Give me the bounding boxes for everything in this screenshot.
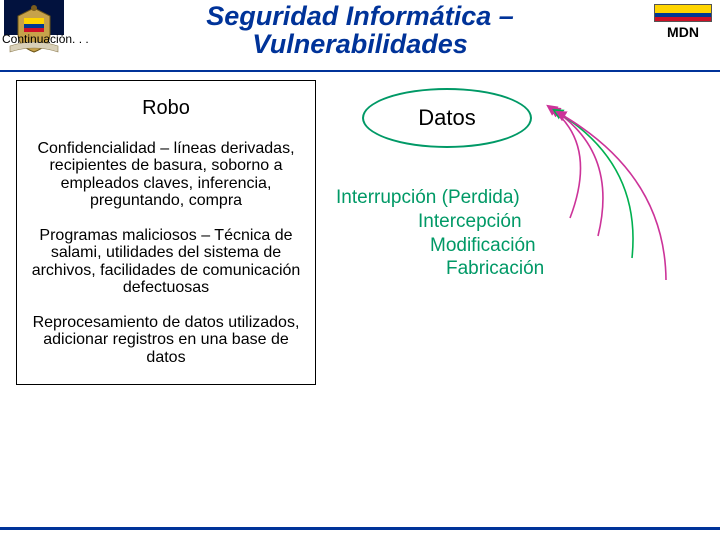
mdn-box: MDN bbox=[654, 4, 712, 40]
colombia-flag-icon bbox=[654, 4, 712, 22]
header: Continuación. . . Seguridad Informática … bbox=[0, 0, 720, 68]
robo-heading: Robo bbox=[23, 97, 309, 120]
continuation-label: Continuación. . . bbox=[2, 32, 89, 46]
threat-item: Interrupción (Perdida) bbox=[336, 186, 544, 210]
title-line-2: Vulnerabilidades bbox=[120, 30, 600, 58]
arrow-diagram bbox=[528, 88, 698, 313]
left-content-box: Robo Confidencialidad – líneas derivadas… bbox=[16, 80, 316, 385]
slide-title: Seguridad Informática – Vulnerabilidades bbox=[120, 2, 600, 59]
datos-label: Datos bbox=[418, 105, 475, 131]
mdn-label: MDN bbox=[654, 24, 712, 40]
threat-item: Modificación bbox=[336, 234, 544, 258]
left-para-1: Confidencialidad – líneas derivadas, rec… bbox=[23, 140, 309, 209]
datos-ellipse: Datos bbox=[362, 88, 532, 148]
threat-item: Intercepción bbox=[336, 210, 544, 234]
emblem-logo bbox=[4, 0, 64, 60]
title-line-1: Seguridad Informática – bbox=[120, 2, 600, 30]
bottom-divider bbox=[0, 527, 720, 530]
left-para-3: Reprocesamiento de datos utilizados, adi… bbox=[23, 314, 309, 366]
left-para-2: Programas maliciosos – Técnica de salami… bbox=[23, 227, 309, 296]
top-divider bbox=[0, 70, 720, 72]
threat-item: Fabricación bbox=[336, 257, 544, 281]
threat-list: Interrupción (Perdida) Intercepción Modi… bbox=[336, 186, 544, 281]
left-column: Robo Confidencialidad – líneas derivadas… bbox=[16, 80, 316, 385]
